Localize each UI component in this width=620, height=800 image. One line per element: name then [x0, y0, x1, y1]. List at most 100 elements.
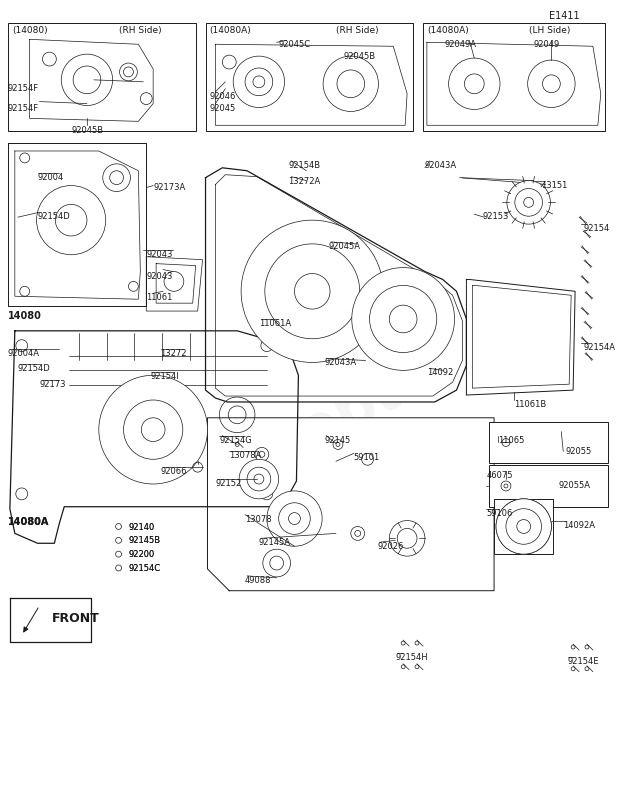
Text: 11061A: 11061A: [259, 319, 291, 328]
Text: 92154C: 92154C: [128, 564, 161, 573]
Text: 92154H: 92154H: [396, 653, 428, 662]
Text: 92046: 92046: [210, 92, 236, 101]
Text: 59106: 59106: [486, 509, 513, 518]
Text: 92154A: 92154A: [583, 342, 615, 352]
Text: 92173A: 92173A: [153, 182, 185, 192]
Text: 92045B: 92045B: [71, 126, 104, 135]
Polygon shape: [208, 418, 494, 590]
Bar: [489, 466, 608, 506]
Text: 92049: 92049: [534, 40, 560, 50]
Text: 92045C: 92045C: [278, 40, 311, 50]
Circle shape: [263, 550, 291, 577]
Circle shape: [37, 186, 106, 254]
Circle shape: [261, 488, 273, 500]
Bar: [206, 22, 413, 131]
Text: 92154D: 92154D: [38, 212, 70, 222]
Text: 92043A: 92043A: [324, 358, 356, 367]
Text: 92140: 92140: [128, 522, 155, 531]
Text: 14092: 14092: [427, 368, 453, 378]
Circle shape: [239, 459, 278, 499]
Text: 92152: 92152: [215, 479, 242, 488]
Circle shape: [61, 54, 113, 106]
Text: 92140: 92140: [128, 522, 155, 531]
Text: 49088: 49088: [245, 576, 272, 585]
Text: 92045A: 92045A: [328, 242, 360, 251]
Text: 46075: 46075: [486, 471, 513, 480]
Text: (14080): (14080): [12, 26, 48, 35]
Circle shape: [103, 164, 130, 191]
Text: 14080A: 14080A: [8, 517, 49, 526]
Circle shape: [449, 58, 500, 110]
Circle shape: [528, 60, 575, 107]
Text: 92200: 92200: [128, 550, 155, 559]
Text: 13151: 13151: [541, 181, 568, 190]
Circle shape: [333, 439, 343, 450]
Text: 11065: 11065: [498, 435, 525, 445]
Text: 92154E: 92154E: [567, 657, 599, 666]
Polygon shape: [427, 42, 601, 126]
Text: 92026: 92026: [378, 542, 404, 551]
Circle shape: [323, 56, 378, 111]
Bar: [494, 499, 554, 554]
Text: 92200: 92200: [128, 550, 155, 559]
Bar: [489, 422, 608, 463]
Circle shape: [16, 340, 28, 351]
Text: 13272A: 13272A: [288, 177, 321, 186]
Text: 92154I: 92154I: [150, 372, 179, 382]
Text: 13078: 13078: [245, 514, 272, 524]
Circle shape: [233, 56, 285, 107]
Text: 92154F: 92154F: [8, 103, 39, 113]
Text: (14080A): (14080A): [210, 26, 251, 35]
Text: 92049A: 92049A: [445, 40, 477, 50]
Circle shape: [352, 267, 454, 370]
Text: 92145: 92145: [324, 435, 350, 445]
Text: 92043: 92043: [146, 271, 172, 281]
Polygon shape: [466, 279, 575, 395]
Circle shape: [261, 340, 273, 351]
Text: (14080A): (14080A): [427, 26, 469, 35]
Polygon shape: [15, 151, 140, 299]
Polygon shape: [30, 39, 153, 122]
Text: 13078A: 13078A: [229, 451, 262, 460]
Circle shape: [496, 499, 551, 554]
Text: (RH Side): (RH Side): [336, 26, 379, 35]
Polygon shape: [215, 44, 407, 126]
Circle shape: [267, 491, 322, 546]
Text: 92154B: 92154B: [288, 161, 321, 170]
Text: 14092A: 14092A: [563, 521, 595, 530]
Polygon shape: [146, 257, 203, 311]
Text: 13272: 13272: [160, 349, 187, 358]
Text: 59101: 59101: [354, 454, 380, 462]
Circle shape: [255, 447, 269, 462]
Text: 92154C: 92154C: [128, 564, 161, 573]
Text: 92004: 92004: [38, 173, 64, 182]
Text: 11061: 11061: [146, 294, 172, 302]
Circle shape: [99, 375, 208, 484]
Text: 14080A: 14080A: [8, 517, 49, 526]
Circle shape: [507, 181, 551, 224]
Text: 92004A: 92004A: [8, 349, 40, 358]
Text: 92043A: 92043A: [425, 161, 457, 170]
Bar: [8, 22, 196, 131]
Text: 92173: 92173: [40, 380, 66, 390]
Text: 92154F: 92154F: [8, 84, 39, 93]
Text: 92045: 92045: [210, 103, 236, 113]
Text: 92145A: 92145A: [259, 538, 291, 547]
Text: (RH Side): (RH Side): [118, 26, 161, 35]
Text: 11061B: 11061B: [514, 400, 546, 409]
Polygon shape: [10, 598, 91, 642]
Text: 92066: 92066: [160, 467, 187, 476]
Circle shape: [389, 521, 425, 556]
Text: 92055A: 92055A: [558, 481, 590, 490]
Text: E1411: E1411: [549, 10, 580, 21]
Text: Parts
Republik: Parts Republik: [219, 238, 532, 482]
Polygon shape: [206, 168, 466, 402]
Bar: [423, 22, 604, 131]
Text: 92145B: 92145B: [128, 536, 161, 546]
Circle shape: [241, 220, 383, 362]
Polygon shape: [10, 331, 298, 543]
Text: 92043: 92043: [146, 250, 172, 259]
Polygon shape: [8, 143, 146, 306]
Text: 92045B: 92045B: [344, 52, 376, 61]
Circle shape: [496, 499, 551, 554]
